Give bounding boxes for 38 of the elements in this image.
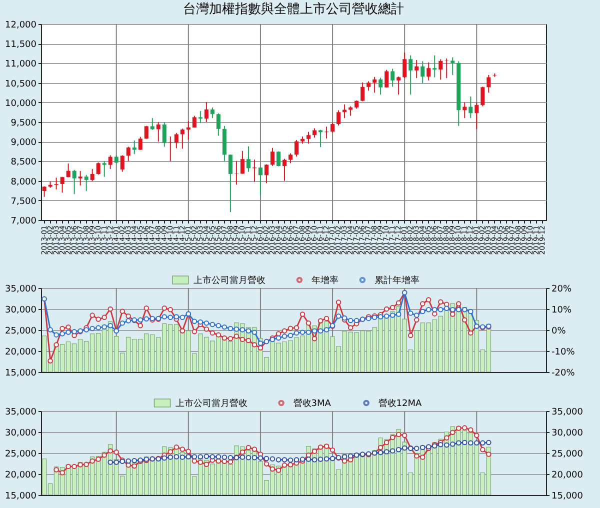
legend-label: 上市公司當月營收 — [193, 275, 266, 286]
y-tick-label: 7,500 — [10, 196, 37, 207]
y-tick-label: 9,500 — [10, 118, 37, 128]
y-tick-label: 7,000 — [10, 216, 37, 226]
legend-label: 年增率 — [311, 275, 338, 286]
legend-label: 營收3MA — [293, 398, 332, 409]
legend-label: 上市公司當月營收 — [175, 398, 248, 409]
y-tick-label: 25,000 — [5, 326, 37, 336]
legend-label: 營收12MA — [378, 398, 423, 409]
y2-tick-label: -10% — [552, 348, 576, 358]
y2-tick-label: 10% — [552, 306, 572, 316]
y-tick-label: 11,000 — [5, 60, 37, 70]
y2-tick-label: -20% — [552, 368, 576, 378]
y-tick-label: 10,500 — [5, 79, 37, 90]
legend-label: 累計年增率 — [374, 275, 420, 286]
y-tick-label: 12,000 — [5, 20, 37, 30]
y-tick-label: 30,000 — [5, 306, 37, 316]
y-tick-label: 20,000 — [5, 348, 37, 358]
y2-tick-label: 30,000 — [552, 428, 584, 438]
y2-tick-label: 35,000 — [552, 408, 584, 418]
y-tick-label: 15,000 — [5, 368, 37, 378]
y-tick-label: 20,000 — [5, 470, 37, 480]
y-tick-label: 10,000 — [5, 98, 37, 109]
y-tick-label: 8,000 — [10, 177, 37, 188]
y2-tick-label: 15,000 — [552, 492, 584, 502]
y-tick-label: 35,000 — [5, 408, 37, 418]
y2-tick-label: 20% — [552, 284, 572, 294]
y-tick-label: 30,000 — [5, 428, 37, 438]
y-tick-label: 25,000 — [5, 450, 37, 460]
y-tick-label: 11,500 — [5, 40, 37, 50]
y-tick-label: 9,000 — [10, 138, 37, 148]
y-tick-label: 35,000 — [5, 284, 37, 294]
y-tick-label: 15,000 — [5, 492, 37, 502]
y2-tick-label: 25,000 — [552, 450, 584, 460]
y2-tick-label: 0% — [552, 326, 566, 336]
y2-tick-label: 20,000 — [552, 470, 584, 480]
y-tick-label: 8,500 — [10, 158, 37, 168]
chart-title: 台灣加權指數與全體上市公司營收總計 — [183, 2, 404, 17]
